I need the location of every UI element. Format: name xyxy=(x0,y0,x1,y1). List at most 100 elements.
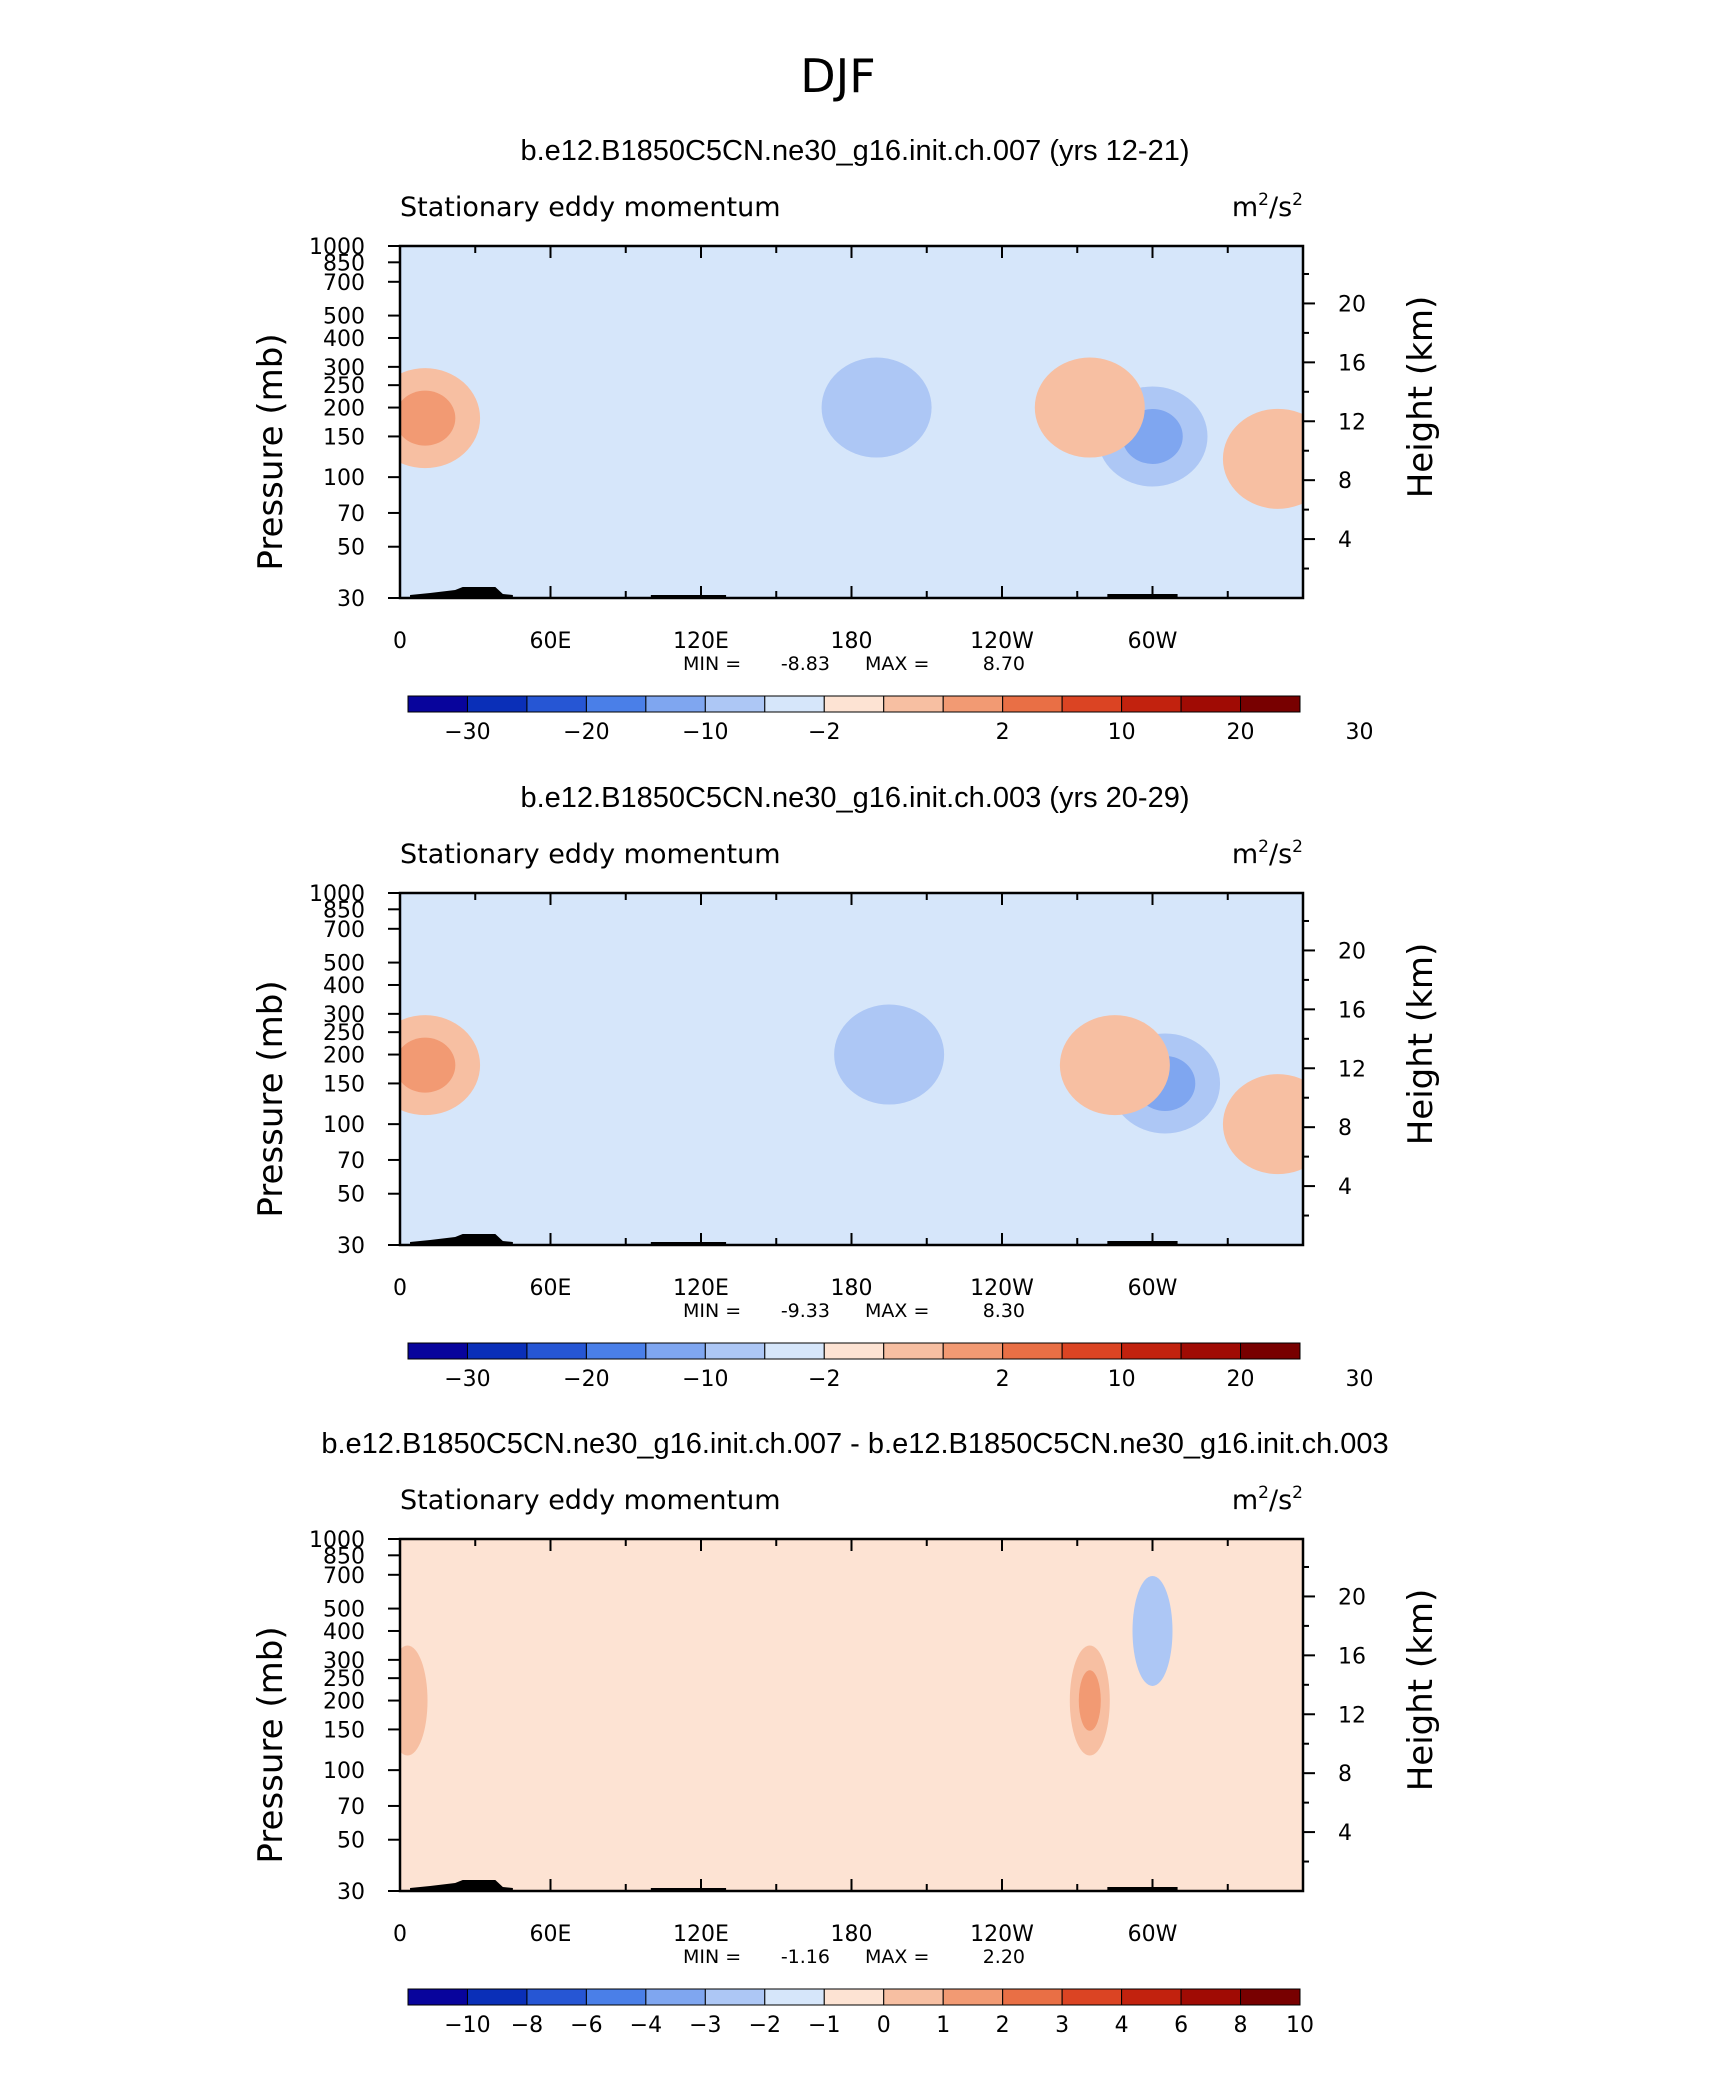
min-label: MIN = xyxy=(683,653,741,675)
units-base: m xyxy=(1232,839,1258,870)
y-axis-title: Pressure (mb) xyxy=(251,980,291,1217)
max-value: 2.20 xyxy=(983,1946,1025,1968)
colorbar-swatch xyxy=(942,1988,1004,2006)
units-mid: /s xyxy=(1269,192,1292,223)
extremum-shade xyxy=(821,357,932,458)
units-exp: 2 xyxy=(1292,837,1303,857)
colorbar-label: 20 xyxy=(1227,720,1255,745)
colorbar-label: 30 xyxy=(1345,1367,1373,1392)
chart-panel-1: b.e12.B1850C5CN.ne30_g16.init.ch.007 (yr… xyxy=(251,135,1441,745)
y-tick-label: 50 xyxy=(337,1829,365,1854)
colorbar-label: 4 xyxy=(1115,2013,1129,2038)
x-tick-label: 120E xyxy=(673,629,729,654)
y-tick-label: 300 xyxy=(323,356,365,381)
colorbar-swatch xyxy=(526,1988,587,2006)
y-tick-label: 500 xyxy=(323,952,365,977)
extremum-shade xyxy=(1222,408,1303,509)
colorbar-swatch xyxy=(942,695,1004,713)
colorbar-label: 10 xyxy=(1108,720,1136,745)
units-exp: 2 xyxy=(1292,190,1303,210)
y-tick-label: 50 xyxy=(337,536,365,561)
chart-panel-2: b.e12.B1850C5CN.ne30_g16.init.ch.003 (yr… xyxy=(251,782,1441,1392)
colorbar-label: −2 xyxy=(749,2013,781,2038)
colorbar-swatch xyxy=(1240,695,1301,713)
field-layer xyxy=(400,246,1303,598)
colorbar-swatch xyxy=(823,1342,885,1360)
colorbar-swatch xyxy=(1002,1342,1063,1360)
topography-africa xyxy=(410,1234,513,1245)
colorbar-label: 10 xyxy=(1108,1367,1136,1392)
colorbar-swatch xyxy=(526,695,587,713)
topography-asia xyxy=(650,1242,727,1245)
y-tick-label: 200 xyxy=(323,1044,365,1069)
x-tick-label: 0 xyxy=(393,1276,407,1301)
extremum-shade xyxy=(834,1004,945,1105)
y-tick-label: 150 xyxy=(323,425,365,450)
extremum-shade xyxy=(400,1645,428,1756)
colorbar-swatch xyxy=(585,1342,647,1360)
units-label: m2/s2 xyxy=(1232,1483,1303,1516)
colorbar-swatch xyxy=(585,695,647,713)
colorbar-label: 20 xyxy=(1227,1367,1255,1392)
units-label: m2/s2 xyxy=(1232,837,1303,870)
extremum-shade xyxy=(1222,1074,1303,1175)
panel-title: b.e12.B1850C5CN.ne30_g16.init.ch.007 - b… xyxy=(321,1428,1388,1460)
colorbar-swatch xyxy=(645,695,706,713)
y-tick-label: 70 xyxy=(337,1149,365,1174)
colorbar-label: −2 xyxy=(808,1367,840,1392)
extremum-core xyxy=(400,1037,456,1093)
y-axis-title: Pressure (mb) xyxy=(251,1626,291,1863)
y-tick-label: 150 xyxy=(323,1072,365,1097)
colorbar-swatch xyxy=(407,1342,468,1360)
colorbar-swatch xyxy=(704,695,766,713)
colorbar-label: −10 xyxy=(444,2013,490,2038)
y-right-axis-title: Height (km) xyxy=(1401,1589,1441,1792)
max-label: MAX = xyxy=(865,1946,929,1968)
colorbar-swatch xyxy=(1180,1342,1242,1360)
x-tick-label: 60W xyxy=(1128,1922,1178,1947)
units-mid: /s xyxy=(1269,1485,1292,1516)
colorbar-swatch xyxy=(1121,695,1182,713)
y-tick-label: 100 xyxy=(323,466,365,491)
colorbar-swatch xyxy=(823,1988,885,2006)
colorbar-label: −3 xyxy=(689,2013,721,2038)
colorbar-swatch xyxy=(1240,1988,1301,2006)
y-right-tick-label: 4 xyxy=(1338,528,1352,553)
panel-subtitle: Stationary eddy momentum xyxy=(400,839,781,870)
colorbar-label: 8 xyxy=(1234,2013,1248,2038)
y-tick-label: 400 xyxy=(323,1620,365,1645)
y-right-tick-label: 16 xyxy=(1338,998,1366,1023)
colorbar-swatch xyxy=(764,1988,825,2006)
topography-andes xyxy=(1107,1887,1178,1891)
y-tick-label: 250 xyxy=(323,1021,365,1046)
y-tick-label: 70 xyxy=(337,502,365,527)
y-tick-label: 850 xyxy=(323,1544,365,1569)
colorbar-label: 1 xyxy=(936,2013,950,2038)
colorbar-swatch xyxy=(585,1988,647,2006)
x-tick-label: 60E xyxy=(530,1922,572,1947)
topography-andes xyxy=(1107,1241,1178,1245)
colorbar-swatch xyxy=(1061,1988,1123,2006)
min-value: -1.16 xyxy=(781,1946,830,1968)
y-right-tick-label: 12 xyxy=(1338,1057,1366,1082)
colorbar-swatch xyxy=(1002,1988,1063,2006)
colorbar-swatch xyxy=(466,695,528,713)
x-tick-label: 0 xyxy=(393,629,407,654)
y-tick-label: 700 xyxy=(323,271,365,296)
y-tick-label: 250 xyxy=(323,374,365,399)
y-tick-label: 850 xyxy=(323,251,365,276)
colorbar-swatch xyxy=(1002,695,1063,713)
y-tick-label: 70 xyxy=(337,1795,365,1820)
colorbar-swatch xyxy=(407,1988,468,2006)
min-value: -9.33 xyxy=(781,1300,830,1322)
colorbar-label: 3 xyxy=(1055,2013,1069,2038)
x-tick-label: 120W xyxy=(970,1276,1034,1301)
extremum-core xyxy=(400,390,456,446)
field-layer xyxy=(400,893,1303,1245)
topography-asia xyxy=(650,1888,727,1891)
max-value: 8.70 xyxy=(983,653,1025,675)
colorbar-label: 0 xyxy=(877,2013,891,2038)
y-tick-label: 1000 xyxy=(309,235,365,260)
y-tick-label: 150 xyxy=(323,1718,365,1743)
